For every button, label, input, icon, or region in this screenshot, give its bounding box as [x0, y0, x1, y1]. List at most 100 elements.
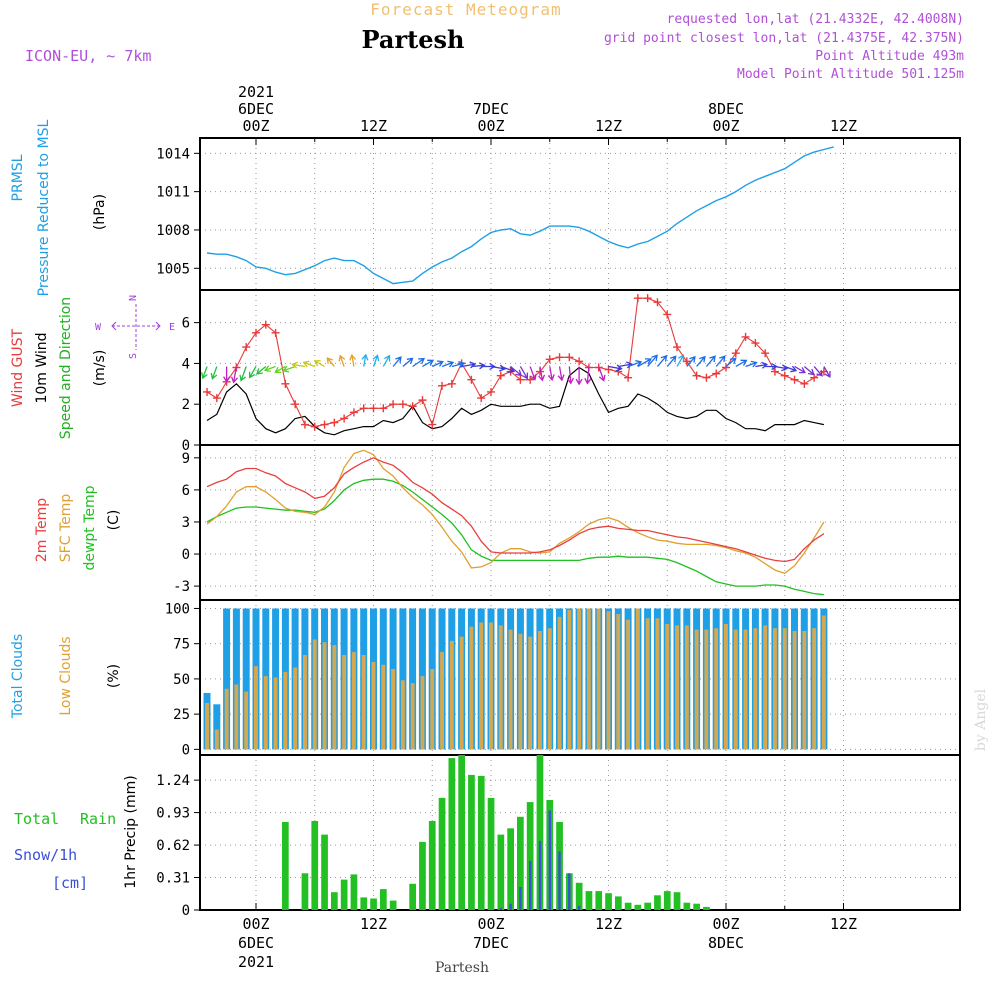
top-time-label: 7DEC: [473, 100, 509, 118]
wind-gust-marker: [496, 371, 505, 380]
wind-direction-arrow: [538, 366, 546, 382]
low-clouds-bar: [626, 619, 630, 750]
wind-direction-arrow: [547, 366, 555, 382]
low-clouds-bar: [273, 677, 278, 750]
wind-gust-marker: [428, 420, 437, 429]
total-rain-bar: [507, 828, 514, 910]
wind-gust-marker: [741, 332, 750, 341]
bottom-time-label: 7DEC: [473, 934, 509, 952]
credit-watermark: by Angel: [973, 688, 989, 751]
wind-ytick-label: 0: [182, 438, 190, 454]
low-clouds-bar: [714, 628, 719, 750]
wind-direction-arrow: [519, 366, 529, 380]
top-time-label: 00Z: [477, 117, 504, 135]
wind-direction-arrow: [402, 357, 414, 367]
low-clouds-bar: [430, 669, 435, 750]
wind-gust-marker: [673, 343, 682, 352]
wind-panel: 0 2 4 6: [182, 289, 961, 454]
compass-arrow-w: [111, 321, 117, 331]
wind-direction-arrow: [666, 355, 677, 367]
total-rain-bar: [497, 834, 505, 910]
wind-gust-marker: [770, 367, 779, 376]
total-rain-bar: [360, 897, 368, 910]
pressure-panel: 1005 1008 1011 1014: [156, 137, 961, 291]
low-clouds-bar: [577, 608, 582, 750]
snow-bar: [568, 873, 571, 910]
model-altitude: Model Point Altitude 501.125m: [737, 67, 964, 82]
low-clouds-bar: [254, 666, 258, 750]
clouds-ytick-label: 100: [165, 601, 190, 617]
total-rain-bar: [624, 902, 632, 910]
low-clouds-bar: [528, 636, 533, 750]
pressure-line: [206, 146, 834, 285]
wind-gust-marker: [291, 400, 300, 409]
wind-gust-marker: [643, 294, 652, 303]
snow-bar: [499, 907, 502, 910]
low-clouds-bar: [263, 676, 268, 750]
total-rain-bar: [683, 902, 691, 910]
low-clouds-bar: [410, 683, 415, 750]
wind-gust-marker: [526, 375, 535, 384]
low-clouds-bar: [440, 652, 444, 750]
low-clouds-bar: [743, 629, 748, 750]
bottom-time-label: 8DEC: [708, 934, 744, 952]
wind-label-gust: Wind GUST: [10, 328, 26, 407]
snow-bar: [548, 810, 551, 910]
precip-label-snow: Snow/1h: [14, 846, 77, 864]
total-rain-bar: [370, 898, 377, 910]
wind-gust-marker: [575, 357, 584, 366]
wind-direction-arrow: [441, 360, 455, 368]
wind-direction-arrow: [392, 356, 402, 367]
wind-direction-arrow: [313, 360, 325, 368]
wind-gust-marker: [467, 375, 476, 384]
low-clouds-bar: [635, 608, 640, 750]
wind-gust-line: [206, 297, 825, 428]
top-time-label: 12Z: [830, 117, 857, 135]
temp-unit: (C): [106, 510, 122, 531]
model-name: ICON-EU, ~ 7km: [25, 47, 151, 65]
low-clouds-bar: [489, 622, 493, 750]
precipitation-ytick-label: 0: [182, 903, 190, 919]
wind-direction-arrow: [715, 355, 726, 367]
wind-gust-marker: [633, 294, 642, 303]
low-clouds-bar: [312, 639, 317, 750]
wind-gust-marker: [389, 400, 398, 409]
total-clouds-bar: [213, 704, 221, 750]
low-clouds-bar: [214, 729, 219, 750]
total-rain-bar: [340, 879, 348, 910]
wind-direction-arrow: [210, 366, 218, 380]
total-rain-bar: [585, 891, 593, 910]
low-clouds-bar: [557, 616, 562, 750]
wind-direction-arrow: [291, 361, 306, 369]
wind-direction-arrow: [584, 366, 592, 385]
low-clouds-bar: [733, 629, 738, 750]
compass-w: W: [95, 322, 102, 333]
wind-gust-marker: [320, 420, 329, 429]
wind-direction-arrow: [566, 366, 574, 385]
wind-gust-marker: [330, 418, 339, 427]
precipitation-ytick-label: 0.62: [156, 838, 190, 854]
temperature-ytick-label: -3: [173, 579, 190, 595]
wind-label-speed-direction: Speed and Direction: [58, 297, 74, 439]
bottom-time-label: 6DEC: [238, 934, 274, 952]
temp-label-2m: 2m Temp: [34, 498, 50, 562]
wind-direction-arrow: [784, 365, 798, 373]
temperature-ytick-label: 6: [182, 483, 190, 499]
wind-gust-marker: [800, 379, 809, 388]
wind-direction-arrow: [575, 366, 583, 386]
temperature-frame: [199, 444, 961, 601]
temp-label-dewpt: dewpt Temp: [82, 485, 98, 570]
wind-direction-arrow: [382, 354, 391, 367]
total-rain-bar: [380, 889, 387, 910]
pressure-labels: PRMSL Pressure Reduced to MSL (hPa): [10, 119, 108, 296]
wind-labels: Wind GUST 10m Wind Speed and Direction (…: [10, 295, 175, 439]
total-rain-bar: [350, 874, 358, 910]
low-clouds-bar: [400, 680, 405, 750]
compass-e: E: [169, 322, 175, 333]
top-time-label: 6DEC: [238, 100, 274, 118]
low-clouds-bar: [704, 629, 709, 750]
top-time-label: 12Z: [360, 117, 387, 135]
wind-gust-marker: [252, 328, 260, 337]
wind-gust-marker: [790, 375, 799, 384]
precipitation-ytick-label: 0.31: [156, 871, 190, 887]
